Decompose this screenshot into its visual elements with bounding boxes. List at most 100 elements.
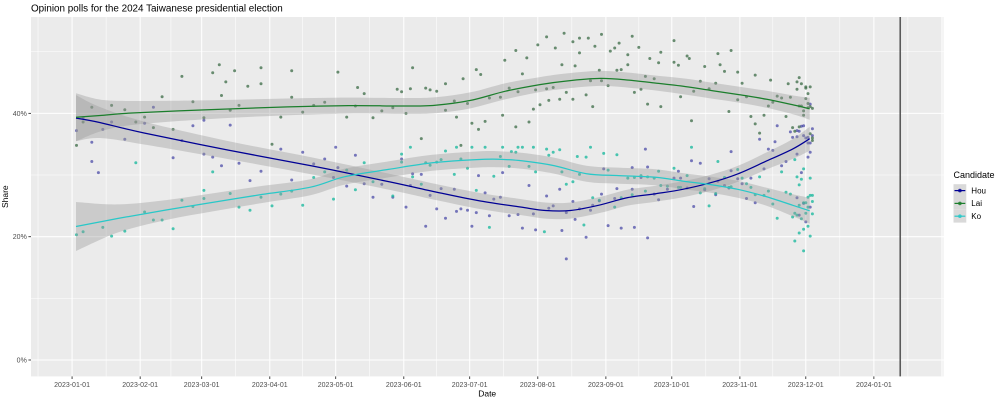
poll-point-ko [110,234,114,238]
poll-point-lai [459,143,463,147]
x-axis-title: Date [478,389,496,399]
poll-point-hou [362,182,366,186]
poll-point-ko [804,201,808,205]
poll-point-ko [279,192,283,196]
poll-point-ko [745,182,748,186]
poll-point-lai [589,79,592,83]
y-tick-label: 20% [13,234,27,241]
poll-point-ko [780,170,784,174]
poll-point-lai [237,103,241,107]
poll-point-lai [740,81,744,85]
poll-point-lai [676,63,680,67]
poll-point-hou [96,171,100,175]
poll-point-hou [665,187,669,191]
poll-point-lai [470,121,474,125]
poll-point-lai [290,95,294,99]
poll-point-ko [793,211,797,215]
poll-point-hou [419,172,423,176]
poll-point-ko [353,188,357,192]
poll-point-hou [810,134,814,138]
poll-point-hou [404,205,408,209]
poll-point-ko [542,230,546,234]
poll-point-hou [452,187,456,191]
poll-point-ko [795,213,799,217]
poll-point-lai [400,90,404,94]
poll-point-lai [501,113,505,117]
poll-point-lai [762,113,766,117]
poll-point-lai [408,87,412,91]
poll-point-lai [637,45,641,49]
poll-point-ko [547,153,551,157]
poll-point-hou [110,120,114,124]
poll-point-hou [584,235,588,239]
poll-point-hou [749,176,753,180]
poll-point-lai [452,99,456,103]
poll-point-lai [784,115,788,118]
poll-point-ko [690,145,693,149]
poll-point-lai [483,119,487,123]
poll-point-ko [799,217,803,221]
poll-points [75,31,814,261]
poll-point-hou [428,193,432,197]
poll-point-lai [736,70,740,74]
poll-point-lai [619,68,623,72]
poll-point-lai [600,32,603,36]
poll-point-ko [501,145,505,149]
poll-point-hou [657,198,661,202]
poll-point-hou [707,177,711,181]
poll-point-ko [564,182,568,186]
poll-point-lai [578,51,581,55]
poll-point-ko [474,188,478,192]
poll-point-ko [301,203,305,207]
poll-point-ko [797,203,801,207]
poll-point-lai [806,102,810,105]
poll-point-ko [527,164,531,168]
poll-point-hou [487,214,491,218]
poll-point-lai [775,94,779,98]
poll-point-ko [582,223,586,227]
poll-point-lai [560,63,564,67]
poll-point-hou [501,171,505,175]
poll-point-lai [698,79,702,83]
poll-point-lai [551,86,555,89]
poll-point-hou [791,135,795,139]
poll-point-lai [323,100,327,104]
poll-point-ko [400,152,404,156]
poll-point-lai [81,120,85,124]
legend-label-hou: Hou [971,186,986,195]
poll-point-hou [545,194,549,198]
poll-point-hou [766,147,770,151]
gridlines [31,17,944,377]
poll-point-hou [483,191,487,195]
poll-point-lai [90,105,94,109]
poll-point-ko [806,195,810,199]
x-tick-label: 2023-02-01 [122,382,158,389]
poll-point-ko [455,145,458,149]
poll-point-lai [630,34,634,38]
chart-title: Opinion polls for the 2024 Taiwanese pre… [31,4,283,15]
poll-point-lai [615,68,619,72]
poll-point-lai [191,100,195,104]
poll-point-hou [439,187,443,191]
poll-point-hou [202,152,206,156]
legend-key-point [958,201,962,206]
poll-point-hou [564,211,568,215]
poll-point-ko [810,200,814,203]
poll-point-hou [788,130,792,134]
poll-point-lai [586,36,590,40]
poll-point-lai [444,82,447,86]
poll-point-lai [808,105,812,109]
poll-point-ko [766,189,770,193]
poll-point-lai [220,94,223,97]
poll-point-hou [729,169,733,173]
poll-point-ko [806,205,810,209]
poll-point-lai [444,108,447,112]
chart-layers: 2023-01-01 2023-02-01 2023-03-01 2023-04-01… [13,17,944,389]
poll-point-ko [707,204,711,208]
poll-point-ko [808,234,812,238]
poll-point-lai [793,129,797,133]
poll-point-ko [408,145,412,149]
poll-point-ko [578,172,581,176]
poll-point-ko [362,161,366,165]
poll-point-lai [525,56,529,60]
